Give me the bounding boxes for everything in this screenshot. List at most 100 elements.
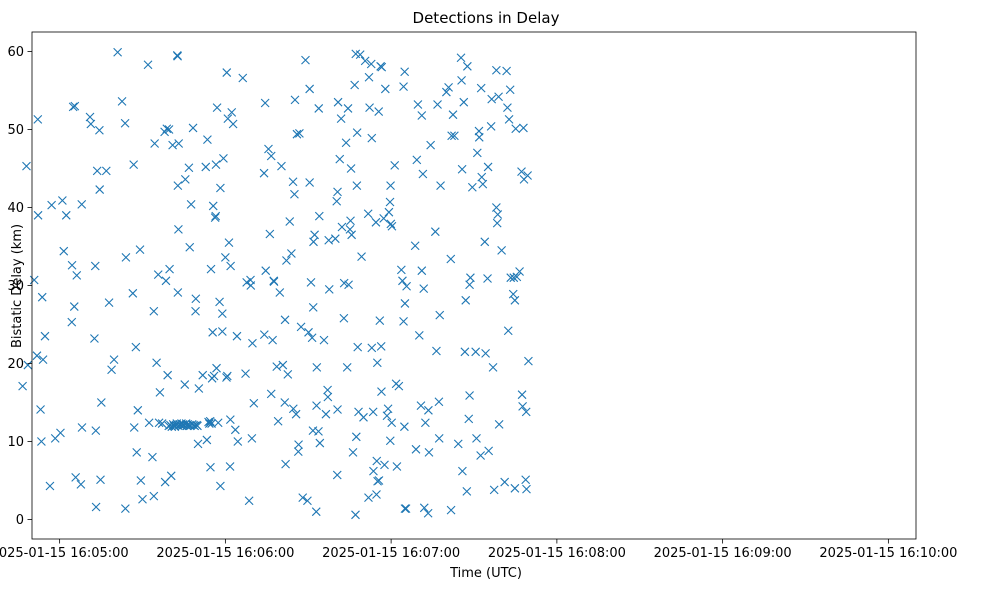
data-point [161, 276, 171, 286]
data-point [174, 139, 184, 148]
data-point [290, 95, 300, 105]
data-point [400, 67, 410, 77]
data-point [56, 428, 65, 438]
data-point [436, 181, 445, 191]
data-point [310, 230, 319, 240]
data-point [206, 462, 215, 472]
y-tick-label: 40 [7, 201, 24, 216]
data-point [36, 405, 45, 414]
data-point [185, 242, 195, 252]
data-point [38, 355, 48, 364]
data-point [467, 182, 477, 192]
data-point [512, 272, 522, 282]
data-point [173, 51, 182, 61]
data-point [129, 423, 139, 432]
data-point [484, 446, 494, 456]
x-tick-label: 2025-01-15 16:10:00 [819, 546, 957, 561]
data-point [430, 227, 440, 237]
data-point [333, 187, 342, 197]
data-point [113, 47, 123, 57]
data-point [293, 447, 303, 457]
data-point [133, 405, 143, 415]
data-point [474, 132, 484, 142]
data-point [374, 476, 384, 485]
data-point [352, 128, 362, 138]
data-point [319, 335, 329, 345]
data-point [483, 162, 493, 172]
data-point [173, 288, 183, 297]
data-point [355, 50, 365, 60]
data-point [510, 483, 520, 493]
data-point [351, 510, 360, 520]
data-point [491, 203, 501, 212]
data-point [191, 306, 200, 316]
data-point [359, 412, 368, 422]
data-point [372, 456, 382, 466]
data-point [244, 496, 254, 506]
data-point [419, 284, 429, 294]
data-point [248, 338, 257, 348]
data-point [265, 229, 275, 239]
data-point [417, 266, 427, 276]
data-point [162, 124, 172, 134]
data-point [32, 351, 42, 361]
data-point [222, 68, 232, 77]
data-point [486, 121, 496, 131]
data-point [269, 277, 279, 286]
data-point [92, 166, 102, 176]
data-point [148, 452, 157, 462]
data-point [348, 448, 358, 457]
data-point [472, 433, 481, 443]
data-point [399, 82, 408, 91]
data-point [352, 181, 362, 191]
data-point [225, 415, 235, 425]
data-point [413, 100, 423, 109]
data-point [492, 218, 502, 228]
data-point [511, 124, 521, 134]
data-point [71, 472, 81, 482]
data-point [471, 347, 481, 357]
data-point [465, 280, 474, 290]
data-point [493, 210, 503, 219]
data-point [491, 65, 501, 75]
data-point [301, 55, 310, 65]
data-point [208, 201, 218, 211]
data-point [367, 343, 377, 353]
data-point [217, 327, 227, 336]
data-point [259, 330, 269, 340]
data-point [314, 104, 324, 113]
data-point [120, 118, 130, 128]
data-point [478, 179, 488, 189]
data-point [198, 370, 208, 380]
data-point [261, 266, 271, 276]
data-point [418, 169, 428, 179]
data-point [226, 261, 236, 271]
data-point [384, 207, 394, 217]
data-point [414, 331, 424, 340]
data-point [460, 347, 470, 357]
data-point [396, 265, 406, 275]
data-point [222, 371, 232, 381]
data-point [379, 214, 389, 223]
data-point [387, 221, 397, 231]
data-point [524, 356, 533, 366]
data-point [339, 313, 349, 323]
data-point [282, 256, 291, 265]
data-point [494, 92, 503, 102]
data-point [312, 401, 321, 411]
data-point [168, 140, 177, 150]
data-point [233, 437, 243, 446]
data-point [503, 103, 512, 113]
data-point [461, 295, 471, 305]
data-point [344, 280, 353, 290]
data-point [399, 316, 408, 326]
data-point [163, 370, 173, 380]
data-point [444, 82, 453, 92]
data-point [309, 237, 318, 247]
data-point [477, 172, 487, 182]
data-point [186, 199, 196, 209]
data-point [500, 477, 510, 487]
data-point [277, 161, 286, 171]
data-point [204, 419, 214, 428]
